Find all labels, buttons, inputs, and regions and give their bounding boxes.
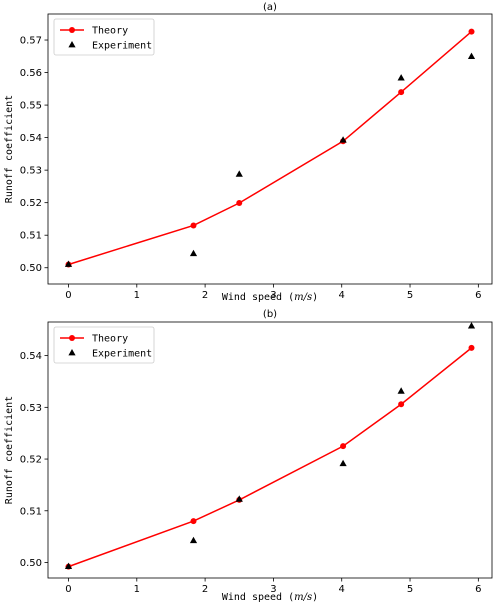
experiment-point xyxy=(397,387,405,394)
plot-frame xyxy=(47,321,493,579)
legend-box xyxy=(53,18,155,56)
x-tick-label: 6 xyxy=(475,290,481,301)
y-tick-label: 0.52 xyxy=(20,455,42,466)
theory-point xyxy=(468,28,475,35)
panel-a: (a) 0 1 2 3 4 5 6 0.50 0.51 0.52 0.53 0.54 0.55 0.56 0.… xyxy=(4,2,493,303)
x-tick-label: 3 xyxy=(270,584,276,595)
legend-label: Experiment xyxy=(92,41,152,52)
y-tick-label: 0.56 xyxy=(20,68,42,79)
theory-point xyxy=(190,518,197,525)
theory-point xyxy=(236,200,243,206)
plot-frame xyxy=(47,13,493,285)
theory-point xyxy=(190,222,197,229)
legend-experiment-marker xyxy=(68,349,76,356)
experiment-point xyxy=(189,249,198,257)
legend-experiment-marker xyxy=(68,41,76,48)
series-theory xyxy=(65,28,475,268)
x-tick-label: 2 xyxy=(202,290,208,301)
theory-point xyxy=(398,89,405,96)
x-tick-label: 1 xyxy=(134,290,140,301)
y-tick-label: 0.50 xyxy=(20,558,42,569)
y-axis-label: Runoff coefficient xyxy=(4,396,15,504)
x-tick-label: 4 xyxy=(339,584,345,595)
y-tick-label: 0.51 xyxy=(20,231,42,242)
x-tick-label: 5 xyxy=(407,584,413,595)
legend-box xyxy=(53,326,155,364)
series-theory xyxy=(65,344,475,570)
legend-label: Experiment xyxy=(92,349,152,360)
y-tick-label: 0.54 xyxy=(20,133,42,144)
series-experiment xyxy=(64,52,476,267)
y-tick-label: 0.55 xyxy=(20,101,42,112)
theory-point xyxy=(340,443,347,450)
x-tick-label: 5 xyxy=(407,290,413,301)
chart-title: (b) xyxy=(263,309,277,320)
y-tick-label: 0.54 xyxy=(20,351,42,362)
experiment-point xyxy=(339,136,347,143)
y-tick-label: 0.52 xyxy=(20,198,42,209)
y-axis-label: Runoff coefficient xyxy=(4,95,15,203)
experiment-point xyxy=(467,52,476,60)
experiment-point xyxy=(467,322,476,329)
experiment-point xyxy=(64,260,73,267)
experiment-point xyxy=(397,74,405,81)
x-tick-label: 6 xyxy=(475,584,481,595)
experiment-point xyxy=(64,562,73,570)
experiment-point xyxy=(189,536,198,544)
y-tick-label: 0.53 xyxy=(20,403,42,414)
legend: Theory Experiment xyxy=(53,18,155,56)
legend-label: Theory xyxy=(92,26,128,37)
theory-line xyxy=(68,30,472,266)
experiment-point xyxy=(235,170,243,177)
legend: Theory Experiment xyxy=(53,326,155,364)
theory-point xyxy=(398,401,405,408)
legend-theory-marker xyxy=(69,335,75,341)
experiment-point xyxy=(235,495,243,502)
x-axis-label: Wind speed (m/s) xyxy=(222,292,318,303)
x-tick-label: 2 xyxy=(202,584,208,595)
x-tick-label: 3 xyxy=(270,290,276,301)
x-tick-label: 1 xyxy=(134,584,140,595)
legend-label: Theory xyxy=(92,334,128,345)
x-axis-label: Wind speed (m/s) xyxy=(222,592,318,603)
x-tick-label: 0 xyxy=(65,584,71,595)
x-tick-label: 0 xyxy=(65,290,71,301)
series-experiment xyxy=(64,322,476,570)
chart-title: (a) xyxy=(263,2,277,13)
experiment-point xyxy=(339,459,347,467)
x-tick-label: 4 xyxy=(339,290,345,301)
y-tick-label: 0.57 xyxy=(20,36,42,47)
legend-theory-marker xyxy=(69,27,75,33)
theory-line xyxy=(68,347,472,568)
y-tick-label: 0.51 xyxy=(20,506,42,517)
y-tick-label: 0.53 xyxy=(20,166,42,177)
theory-point xyxy=(468,344,475,351)
panel-b: (b) 0 1 2 3 4 5 6 0.50 0.51 0.52 0.53 0.54 Wind speed… xyxy=(4,309,493,603)
y-tick-label: 0.50 xyxy=(20,263,42,274)
